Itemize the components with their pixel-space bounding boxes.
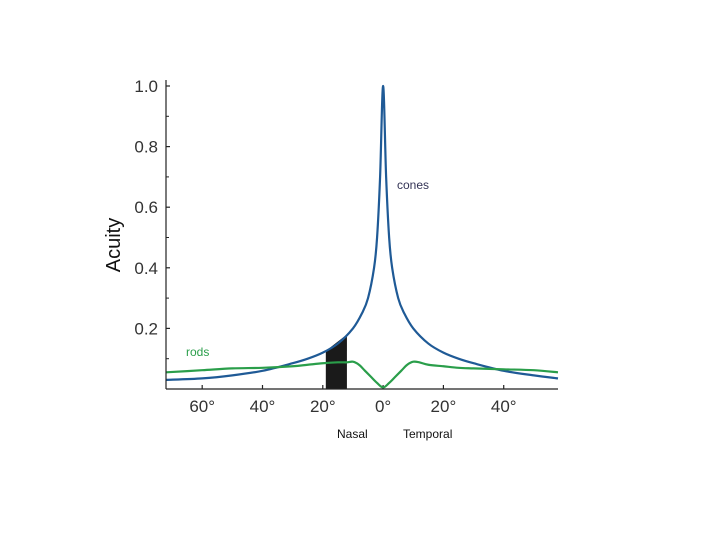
x-tick-label: 0° — [375, 397, 391, 416]
x-tick-label: 40° — [250, 397, 276, 416]
y-tick-label: 0.6 — [134, 198, 158, 217]
nasal-annotation: Nasal — [337, 427, 368, 441]
x-tick-label: 20° — [310, 397, 336, 416]
temporal-annotation: Temporal — [403, 427, 452, 441]
rods-series-line — [165, 360, 559, 389]
y-tick-label: 0.4 — [134, 259, 158, 278]
cones-series-line — [165, 84, 559, 382]
x-tick-group: 60° 40° 20° 0° 20° 40° — [189, 385, 517, 416]
x-tick-label: 20° — [431, 397, 457, 416]
axes-group — [165, 80, 558, 390]
y-tick-group: 1.0 0.8 0.6 0.4 0.2 — [134, 77, 170, 360]
y-tick-label: 1.0 — [134, 77, 158, 96]
rods-annotation: rods — [186, 345, 209, 359]
x-tick-label: 40° — [491, 397, 517, 416]
y-tick-label: 0.2 — [134, 319, 158, 338]
x-tick-label: 60° — [189, 397, 215, 416]
y-axis-label: Acuity — [103, 218, 125, 272]
y-tick-label: 0.8 — [134, 138, 158, 157]
series-group — [165, 84, 559, 389]
cones-annotation: cones — [397, 178, 429, 192]
